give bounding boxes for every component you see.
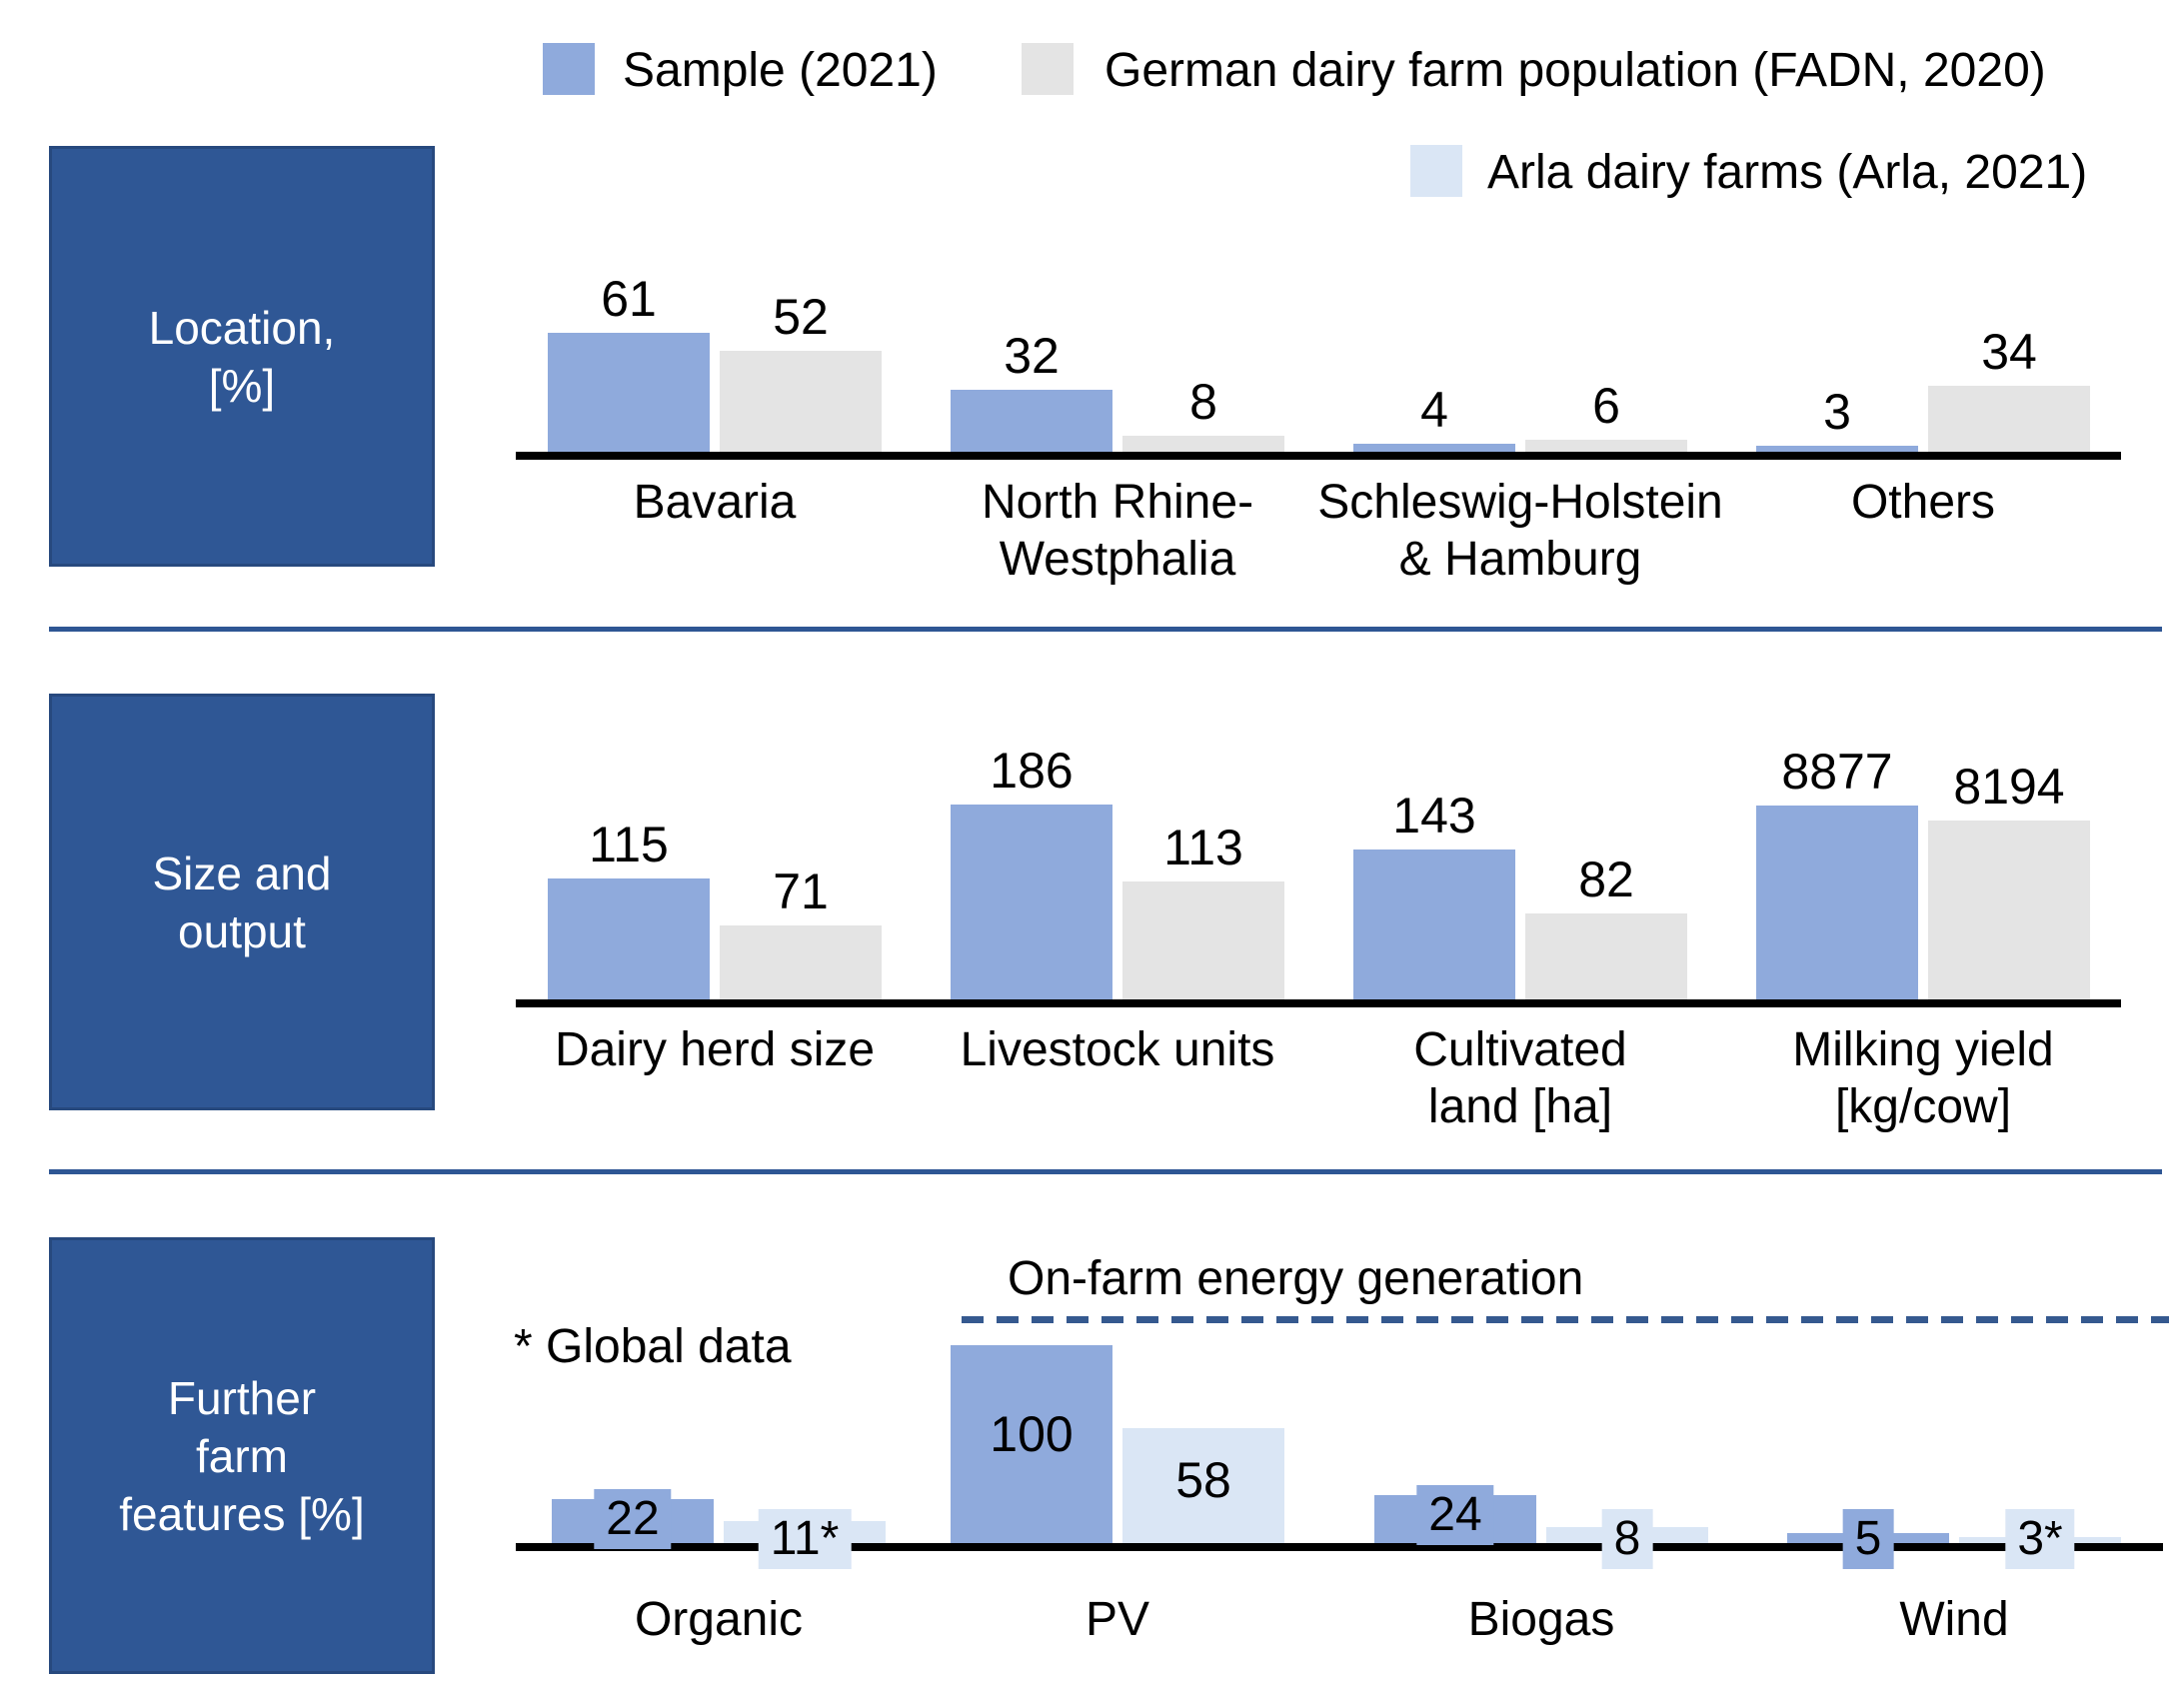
- bar-german-schleswig-holstein: [1525, 440, 1687, 452]
- bar-label-arla-organic: 11*: [758, 1509, 852, 1569]
- bar-sample-schleswig-holstein: [1353, 444, 1515, 452]
- category-label-milking-yield: Milking yield [kg/cow]: [1792, 1023, 2054, 1133]
- bar-label-german-dairy-herd-size: 71: [773, 863, 829, 919]
- bar-sample-north-rhine: [951, 390, 1112, 452]
- category-label-others: Others: [1850, 476, 1996, 529]
- bar-label-german-cultivated: 82: [1578, 851, 1634, 907]
- bar-label-arla-pv: 58: [1175, 1452, 1231, 1508]
- section-divider-2: [49, 1169, 2162, 1174]
- axis-line-size-output: [516, 999, 2121, 1007]
- bar-german-livestock-units: [1122, 881, 1284, 999]
- category-label-bavaria: Bavaria: [633, 476, 797, 529]
- section-divider-1: [49, 627, 2162, 632]
- category-label-biogas: Biogas: [1467, 1593, 1615, 1646]
- category-label-dairy-herd-size: Dairy herd size: [554, 1023, 876, 1076]
- bar-arla-pv: [1122, 1428, 1284, 1543]
- bar-label-sample-milking-yield: 8877: [1781, 744, 1893, 800]
- bar-german-bavaria: [720, 351, 882, 452]
- category-label-north-rhine: North Rhine- Westphalia: [981, 476, 1254, 586]
- bar-sample-bavaria: [548, 333, 710, 452]
- bar-label-sample-bavaria: 61: [601, 271, 657, 327]
- bar-german-dairy-herd-size: [720, 925, 882, 999]
- bar-sample-dairy-herd-size: [548, 878, 710, 999]
- bar-label-german-others: 34: [1981, 324, 2037, 380]
- bar-label-german-north-rhine: 8: [1189, 374, 1217, 430]
- bar-label-german-schleswig-holstein: 6: [1592, 378, 1620, 434]
- bar-label-sample-north-rhine: 32: [1004, 328, 1060, 384]
- legend-label-arla: Arla dairy farms (Arla, 2021): [1487, 146, 2088, 199]
- axis-line-further-features: [516, 1543, 2163, 1551]
- bar-label-sample-schleswig-holstein: 4: [1420, 382, 1448, 438]
- bar-label-sample-others: 3: [1823, 384, 1851, 440]
- bar-label-sample-livestock-units: 186: [990, 743, 1074, 799]
- bar-sample-others: [1756, 446, 1918, 452]
- category-label-livestock-units: Livestock units: [960, 1023, 1275, 1076]
- bar-label-sample-pv: 100: [990, 1406, 1074, 1462]
- row-header-location: Location, [%]: [49, 146, 435, 567]
- bar-sample-pv: [951, 1345, 1112, 1543]
- bar-german-milking-yield: [1928, 821, 2090, 999]
- category-label-organic: Organic: [634, 1593, 804, 1646]
- category-label-wind: Wind: [1899, 1593, 2009, 1646]
- legend-swatch-arla: [1410, 145, 1462, 197]
- bar-label-german-bavaria: 52: [773, 289, 829, 345]
- bar-label-sample-wind: 5: [1842, 1509, 1894, 1569]
- bar-label-arla-wind: 3*: [2005, 1509, 2075, 1569]
- axis-line-location: [516, 452, 2121, 460]
- bar-sample-milking-yield: [1756, 806, 1918, 999]
- bar-sample-cultivated: [1353, 849, 1515, 999]
- category-label-schleswig-holstein: Schleswig-Holstein & Hamburg: [1317, 476, 1723, 586]
- row-header-further-features: Further farm features [%]: [49, 1237, 435, 1674]
- bar-label-arla-biogas: 8: [1601, 1509, 1653, 1569]
- bar-sample-livestock-units: [951, 805, 1112, 999]
- legend-swatch-fadn: [1022, 43, 1074, 95]
- bar-label-sample-dairy-herd-size: 115: [589, 817, 669, 872]
- bar-label-sample-organic: 22: [594, 1489, 672, 1549]
- bar-label-german-livestock-units: 113: [1163, 820, 1243, 875]
- bar-german-cultivated: [1525, 913, 1687, 999]
- energy-generation-heading: On-farm energy generation: [1008, 1252, 1584, 1305]
- row-header-size-output: Size and output: [49, 694, 435, 1110]
- bar-german-others: [1928, 386, 2090, 452]
- legend-label-fadn: German dairy farm population (FADN, 2020…: [1104, 44, 2046, 97]
- bar-label-sample-biogas: 24: [1416, 1485, 1494, 1545]
- category-label-cultivated: Cultivated land [ha]: [1413, 1023, 1627, 1133]
- legend-swatch-sample: [543, 43, 595, 95]
- category-label-pv: PV: [1085, 1593, 1150, 1646]
- bar-german-north-rhine: [1122, 436, 1284, 452]
- bar-label-sample-cultivated: 143: [1392, 788, 1476, 844]
- global-data-note: * Global data: [514, 1320, 792, 1373]
- energy-generation-dashed-line: [962, 1316, 2169, 1323]
- bar-label-german-milking-yield: 8194: [1953, 759, 2065, 815]
- legend-label-sample: Sample (2021): [623, 44, 938, 97]
